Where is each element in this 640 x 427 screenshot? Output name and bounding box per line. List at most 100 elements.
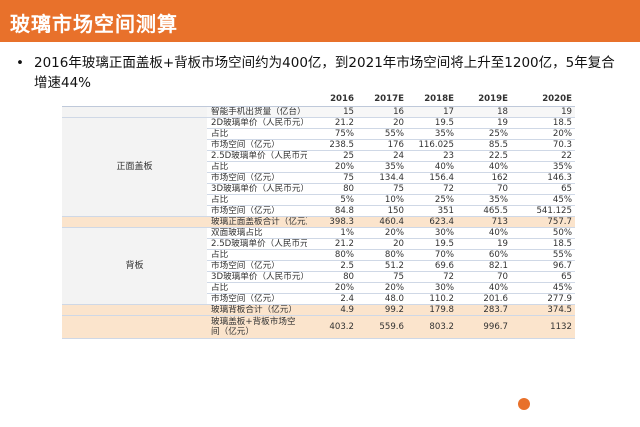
value-cell: 156.4 — [407, 172, 457, 184]
value-cell: 25% — [457, 128, 511, 140]
header-item-cell — [207, 92, 307, 107]
value-cell: 40% — [457, 227, 511, 239]
row-label: 智能手机出货量（亿台） — [207, 106, 307, 118]
value-cell: 35% — [511, 161, 575, 173]
row-label: 市场空间（亿元） — [207, 139, 307, 151]
value-cell: 150 — [357, 205, 407, 217]
value-cell: 110.2 — [407, 293, 457, 305]
value-cell: 35% — [457, 194, 511, 206]
table-row: 智能手机出货量（亿台） 15 16 17 18 19 — [62, 106, 575, 118]
value-cell: 35% — [357, 161, 407, 173]
value-cell: 713 — [457, 216, 511, 228]
column-header: 2017E — [357, 92, 407, 107]
value-cell: 351 — [407, 205, 457, 217]
row-label: 玻璃正面盖板合计（亿元） — [207, 216, 307, 228]
value-cell: 20% — [357, 227, 407, 239]
value-cell: 75 — [357, 183, 407, 195]
value-cell: 541.125 — [511, 205, 575, 217]
row-label: 占比 — [207, 194, 307, 206]
value-cell: 15 — [307, 106, 357, 118]
value-cell: 25% — [407, 194, 457, 206]
segment-label-front: 正面盖板 — [62, 117, 207, 217]
value-cell: 2.5 — [307, 260, 357, 272]
value-cell: 40% — [457, 161, 511, 173]
header-segment-cell — [62, 92, 207, 107]
table-row: 占比 20% 35% 40% 40% 35% — [62, 161, 575, 173]
value-cell: 80% — [357, 249, 407, 261]
table-row: 占比 20% 20% 30% 40% 45% — [62, 282, 575, 294]
title-bar: 玻璃市场空间测算 — [0, 0, 640, 42]
column-header: 2018E — [407, 92, 457, 107]
table-row: 占比 5% 10% 25% 35% 45% — [62, 194, 575, 206]
value-cell: 80 — [307, 183, 357, 195]
value-cell: 30% — [407, 227, 457, 239]
table-row: 市场空间（亿元） 84.8 150 351 465.5 541.125 — [62, 205, 575, 217]
value-cell: 70% — [407, 249, 457, 261]
value-cell: 22.5 — [457, 150, 511, 162]
value-cell: 25 — [307, 150, 357, 162]
table-row: 市场空间（亿元） 2.4 48.0 110.2 201.6 277.9 — [62, 293, 575, 305]
value-cell: 55% — [511, 249, 575, 261]
table-row: 玻璃正面盖板合计（亿元） 398.3 460.4 623.4 713 757.7 — [62, 216, 575, 228]
row-label: 玻璃盖板+背板市场空间（亿元） — [207, 315, 307, 339]
value-cell: 21.2 — [307, 238, 357, 250]
row-label: 2.5D玻璃单价（人民币元） — [207, 238, 307, 250]
value-cell: 559.6 — [357, 315, 407, 339]
value-cell: 18 — [457, 106, 511, 118]
value-cell: 757.7 — [511, 216, 575, 228]
value-cell: 19 — [511, 106, 575, 118]
market-size-table: 2016 2017E 2018E 2019E 2020E 智能手机出货量（亿台）… — [62, 92, 575, 339]
table-row: 3D玻璃单价（人民币元） 80 75 72 70 65 — [62, 271, 575, 283]
value-cell: 45% — [511, 282, 575, 294]
value-cell: 23 — [407, 150, 457, 162]
value-cell: 51.2 — [357, 260, 407, 272]
value-cell: 146.3 — [511, 172, 575, 184]
bullet-text: 2016年玻璃正面盖板+背板市场空间约为400亿，到2021年市场空间将上升至1… — [34, 55, 615, 91]
value-cell: 1% — [307, 227, 357, 239]
value-cell: 82.1 — [457, 260, 511, 272]
table-row: 正面盖板 2D玻璃单价（人民币元） 21.2 20 19.5 19 18.5 — [62, 117, 575, 217]
value-cell: 40% — [457, 282, 511, 294]
value-cell: 20 — [357, 117, 407, 129]
value-cell: 201.6 — [457, 293, 511, 305]
value-cell: 623.4 — [407, 216, 457, 228]
value-cell: 96.7 — [511, 260, 575, 272]
row-label: 市场空间（亿元） — [207, 205, 307, 217]
value-cell: 996.7 — [457, 315, 511, 339]
value-cell: 283.7 — [457, 304, 511, 316]
value-cell: 1132 — [511, 315, 575, 339]
bullet-point: • 2016年玻璃正面盖板+背板市场空间约为400亿，到2021年市场空间将上升… — [16, 53, 624, 93]
value-cell: 70 — [457, 183, 511, 195]
row-label: 市场空间（亿元） — [207, 260, 307, 272]
value-cell: 35% — [407, 128, 457, 140]
value-cell: 70.3 — [511, 139, 575, 151]
value-cell: 19.5 — [407, 238, 457, 250]
value-cell: 80 — [307, 271, 357, 283]
row-label: 占比 — [207, 128, 307, 140]
value-cell: 398.3 — [307, 216, 357, 228]
row-label: 市场空间（亿元） — [207, 293, 307, 305]
row-label: 2D玻璃单价（人民币元） — [207, 117, 307, 129]
value-cell: 4.9 — [307, 304, 357, 316]
table-row: 3D玻璃单价（人民币元） 80 75 72 70 65 — [62, 183, 575, 195]
value-cell: 30% — [407, 282, 457, 294]
value-cell: 21.2 — [307, 117, 357, 129]
table-row: 玻璃盖板+背板市场空间（亿元） 403.2 559.6 803.2 996.7 1132 — [62, 315, 575, 339]
bullet-dot-icon: • — [16, 55, 24, 71]
value-cell: 277.9 — [511, 293, 575, 305]
row-label: 占比 — [207, 161, 307, 173]
value-cell: 238.5 — [307, 139, 357, 151]
value-cell: 75% — [307, 128, 357, 140]
table-row: 背板 双面玻璃占比 1% 20% 30% 40% 50% — [62, 227, 575, 305]
value-cell: 803.2 — [407, 315, 457, 339]
value-cell: 460.4 — [357, 216, 407, 228]
value-cell: 65 — [511, 183, 575, 195]
value-cell: 374.5 — [511, 304, 575, 316]
value-cell: 2.4 — [307, 293, 357, 305]
value-cell: 50% — [511, 227, 575, 239]
value-cell: 84.8 — [307, 205, 357, 217]
value-cell: 75 — [307, 172, 357, 184]
segment-cell-empty — [62, 304, 207, 316]
value-cell: 22 — [511, 150, 575, 162]
column-header: 2019E — [457, 92, 511, 107]
